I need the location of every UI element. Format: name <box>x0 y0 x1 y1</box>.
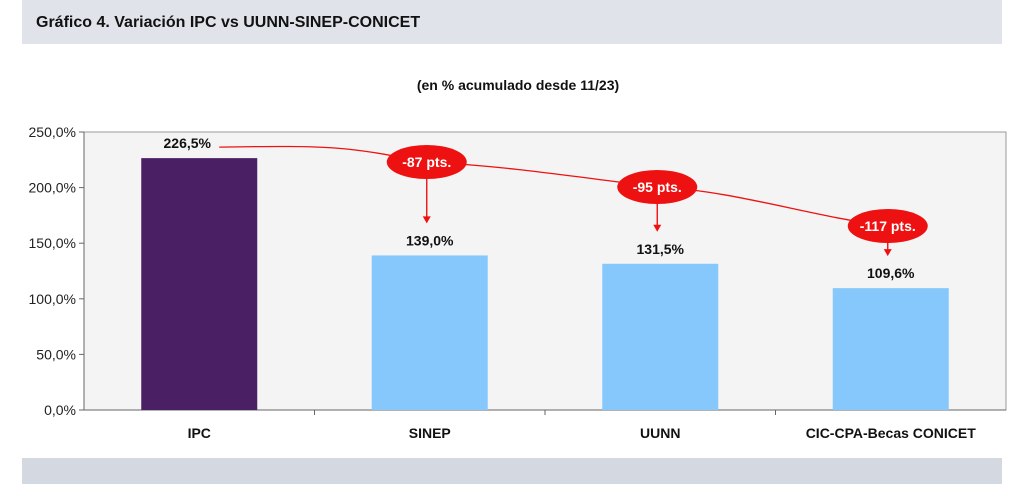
chart-subtitle: (en % acumulado desde 11/23) <box>417 77 619 93</box>
y-tick-label: 0,0% <box>44 402 76 418</box>
bar <box>832 288 949 410</box>
connector-curve <box>219 145 888 227</box>
y-tick-label: 100,0% <box>29 291 76 307</box>
footer-band <box>22 458 1002 484</box>
annotation-arrow-head <box>653 224 662 232</box>
bar <box>371 255 488 410</box>
bar <box>141 158 258 410</box>
annotation-ellipse <box>386 145 467 179</box>
data-label: 226,5% <box>164 135 212 151</box>
y-tick-label: 50,0% <box>36 346 76 362</box>
annotation-label: -95 pts. <box>633 179 682 195</box>
data-label: 131,5% <box>637 241 685 257</box>
annotation-label: -117 pts. <box>860 218 916 234</box>
x-tick-label: CIC-CPA-Becas CONICET <box>806 425 977 441</box>
y-tick-label: 200,0% <box>29 180 76 196</box>
data-label: 109,6% <box>867 265 915 281</box>
annotation-arrow-head <box>422 216 431 224</box>
annotations: -87 pts. -95 pts. -117 pts. <box>219 145 928 257</box>
x-axis: IPC SINEP UUNN CIC-CPA-Becas CONICET <box>84 409 1006 441</box>
y-axis: 0,0% 50,0% 100,0% 150,0% 200,0% 250,0% <box>29 124 85 418</box>
data-labels: 226,5% 139,0% 131,5% 109,6% <box>164 135 916 281</box>
annotation-ellipse <box>847 209 928 243</box>
annotation-ellipse <box>617 170 698 204</box>
data-label: 139,0% <box>406 232 454 248</box>
header-band <box>22 0 1002 44</box>
x-tick-label: SINEP <box>409 425 451 441</box>
x-tick-label: IPC <box>188 425 211 441</box>
bars <box>141 158 949 410</box>
x-tick-label: UUNN <box>640 425 680 441</box>
y-tick-label: 250,0% <box>29 124 76 140</box>
annotation-arrow-head <box>883 249 892 257</box>
chart-title: Gráfico 4. Variación IPC vs UUNN-SINEP-C… <box>36 14 421 31</box>
y-tick-label: 150,0% <box>29 235 76 251</box>
bar <box>602 263 719 410</box>
annotation-label: -87 pts. <box>402 154 451 170</box>
